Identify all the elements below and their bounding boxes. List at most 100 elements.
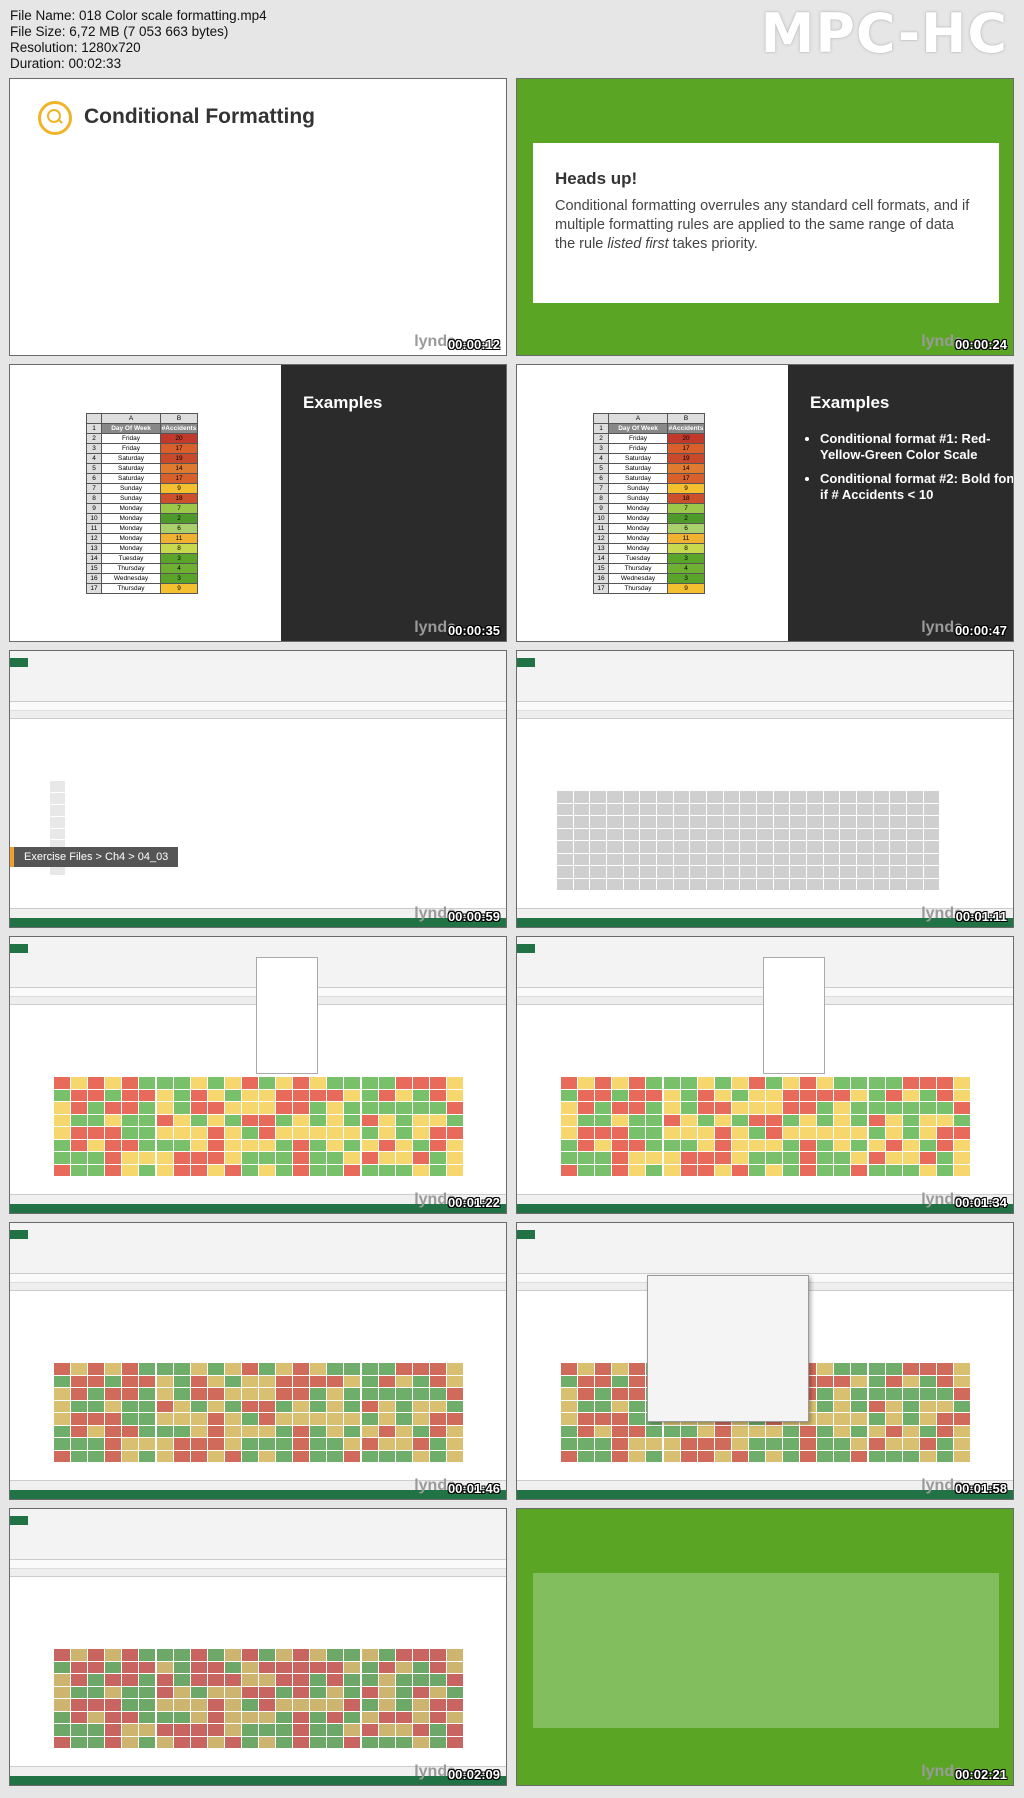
heatmap-cell xyxy=(578,1114,595,1126)
heatmap-cell xyxy=(122,1649,139,1661)
heatmap-cell xyxy=(207,1400,224,1412)
heatmap-cell xyxy=(173,1114,190,1126)
heatmap-cell xyxy=(54,1114,71,1126)
heatmap-cell xyxy=(817,1077,834,1089)
conditional-formatting-menu[interactable] xyxy=(256,957,318,1074)
heatmap-cell xyxy=(395,1674,412,1686)
heatmap-cell xyxy=(919,1375,936,1387)
heatmap-cell xyxy=(640,816,656,828)
heatmap-cell xyxy=(429,1686,446,1698)
heatmap-cell xyxy=(207,1686,224,1698)
heatmap-cell xyxy=(423,864,439,875)
heatmap-cell xyxy=(412,1114,429,1126)
heatmap-cell xyxy=(139,1699,156,1711)
thumbnail-5[interactable]: Exercise Files > Ch4 > 04_03 lynda 00:00… xyxy=(9,650,507,928)
heatmap-cell xyxy=(190,1164,207,1176)
heatmap-cell xyxy=(807,828,823,840)
heatmap-cell xyxy=(361,1699,378,1711)
heatmap-cell xyxy=(327,1425,344,1437)
heatmap-cell xyxy=(707,841,723,853)
heatmap-cell xyxy=(766,1164,783,1176)
heatmap-cell xyxy=(190,1699,207,1711)
heatmap-cell xyxy=(446,1102,463,1114)
heatmap-cell xyxy=(361,1152,378,1164)
heatmap-cell xyxy=(241,1139,258,1151)
heatmap-cell xyxy=(429,1375,446,1387)
heatmap-cell xyxy=(88,1438,105,1450)
heatmap-cell xyxy=(766,1114,783,1126)
heatmap-cell xyxy=(54,1450,71,1462)
thumbnail-10[interactable]: lynda 00:01:58 xyxy=(516,1222,1014,1500)
format-cells-dialog[interactable] xyxy=(647,1275,809,1422)
heatmap-cell xyxy=(612,1400,629,1412)
heatmap-cell xyxy=(673,841,690,853)
heatmap-cell xyxy=(823,816,840,828)
heatmap-cell xyxy=(714,1077,731,1089)
thumbnail-8[interactable]: lynda 00:01:34 xyxy=(516,936,1014,1214)
heatmap-cell xyxy=(180,781,196,792)
heatmap-cell xyxy=(748,1139,765,1151)
heatmap-cell xyxy=(88,1686,105,1698)
heatmap-cell xyxy=(241,1152,258,1164)
heatmap-cell xyxy=(163,816,179,828)
heatmap-cell xyxy=(156,1711,173,1723)
heatmap-cell xyxy=(640,803,656,815)
heatmap-cell xyxy=(902,1413,919,1425)
heatmap-cell xyxy=(139,1413,156,1425)
header-cell: Day Of Week xyxy=(101,423,161,434)
heatmap-cell xyxy=(446,1089,463,1101)
heatmap-cell xyxy=(344,1400,361,1412)
thumbnail-12[interactable]: lynda 00:02:21 xyxy=(516,1508,1014,1786)
heatmap-cell xyxy=(757,878,773,890)
heatmap-cell xyxy=(344,1649,361,1661)
heatmap-cell xyxy=(557,791,573,803)
thumbnail-1[interactable]: Conditional Formatting lynda 00:00:12 xyxy=(9,78,507,356)
heatmap-cell xyxy=(573,841,590,853)
heatmap-cell xyxy=(131,804,147,816)
heatmap-cell xyxy=(163,781,179,792)
table-row: 13 Monday 8 xyxy=(86,543,198,554)
heatmap-cell xyxy=(310,1699,327,1711)
heatmap-cell xyxy=(573,878,590,890)
thumbnail-4[interactable]: A B 1 Day Of Week #Accidents 2 Friday 20 3 Friday… xyxy=(516,364,1014,642)
heatmap-cell xyxy=(412,1400,429,1412)
heatmap-cell xyxy=(561,1375,578,1387)
thumbnail-2[interactable]: Heads up! Conditional formatting overrul… xyxy=(516,78,1014,356)
heatmap-cell xyxy=(224,1089,241,1101)
heatmap-cell xyxy=(54,1388,71,1400)
heatmap-cell xyxy=(344,1711,361,1723)
heatmap-cell xyxy=(82,816,98,828)
heatmap-cell xyxy=(327,1152,344,1164)
heatmap-cell xyxy=(817,1413,834,1425)
table-row: 14 Tuesday 3 xyxy=(86,553,198,564)
heatmap-cell xyxy=(358,828,374,840)
heatmap-cell xyxy=(293,1425,310,1437)
heads-up-card: Heads up! Conditional formatting overrul… xyxy=(533,143,999,303)
conditional-formatting-menu[interactable] xyxy=(763,957,825,1074)
thumbnail-3[interactable]: A B 1 Day Of Week #Accidents 2 Friday 20 3 Friday… xyxy=(9,364,507,642)
heatmap-cell xyxy=(697,1127,714,1139)
thumbnail-9[interactable]: lynda 00:01:46 xyxy=(9,1222,507,1500)
heatmap-cell xyxy=(156,1450,173,1462)
heatmap-cell xyxy=(731,1077,748,1089)
heatmap-cell xyxy=(673,866,690,878)
heatmap-cell xyxy=(224,1661,241,1673)
heatmap-cell xyxy=(612,1114,629,1126)
heatmap-cell xyxy=(919,1164,936,1176)
file-name: File Name: 018 Color scale formatting.mp… xyxy=(10,8,267,23)
heatmap-cell xyxy=(940,828,956,840)
heatmap-cell xyxy=(310,1089,327,1101)
heatmap-cell xyxy=(327,1649,344,1661)
heatmap-cell xyxy=(241,1450,258,1462)
heatmap-cell xyxy=(378,1114,395,1126)
heatmap-cell xyxy=(122,1388,139,1400)
heatmap-cell xyxy=(293,804,309,816)
example-table: A B 1 Day Of Week #Accidents 2 Friday 20 3 Friday… xyxy=(593,413,705,594)
heatmap-cell xyxy=(88,1661,105,1673)
heatmap-cell xyxy=(105,1089,122,1101)
heatmap-cell xyxy=(790,853,806,865)
thumbnail-7[interactable]: lynda 00:01:22 xyxy=(9,936,507,1214)
thumbnail-6[interactable]: lynda 00:01:11 xyxy=(516,650,1014,928)
thumbnail-11[interactable]: lynda 00:02:09 xyxy=(9,1508,507,1786)
heatmap-cell xyxy=(361,1736,378,1748)
